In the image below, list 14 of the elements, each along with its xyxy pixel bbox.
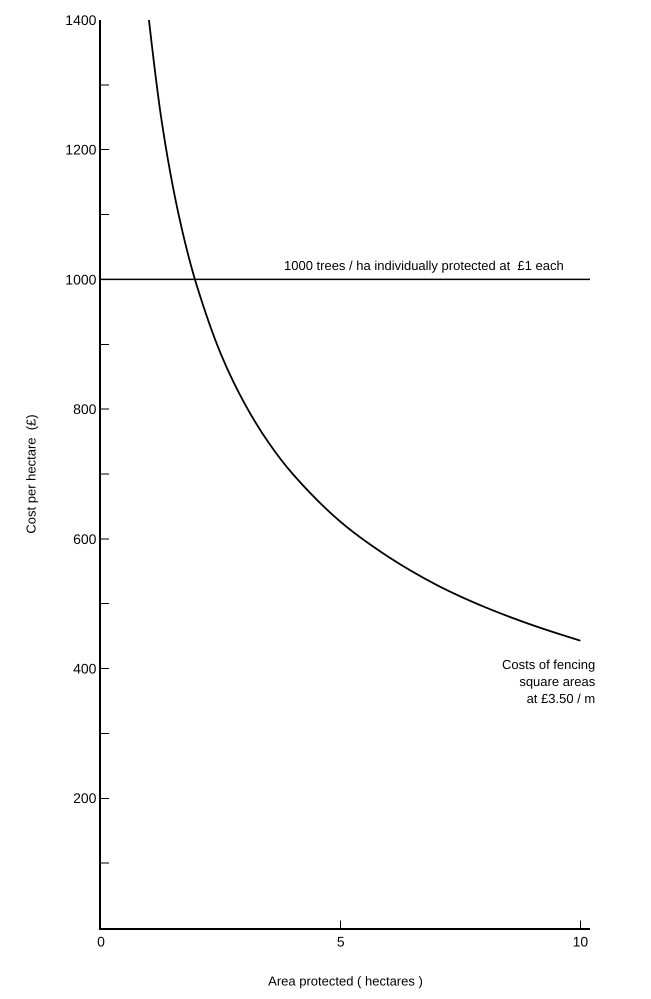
y-tick-label: 1400	[65, 12, 97, 28]
ref-line-label: 1000 trees / ha individually protected at £1 each	[284, 258, 564, 273]
x-tick-label: 0	[97, 934, 106, 950]
y-axis-title: Cost per hectare (£)	[24, 414, 39, 534]
x-tick-label: 5	[336, 934, 345, 950]
y-tick-label: 800	[73, 401, 97, 418]
x-axis-title: Area protected ( hectares )	[268, 974, 423, 989]
y-tick-label: 200	[73, 790, 97, 806]
y-tick-label: 600	[73, 530, 97, 547]
y-tick-label: 1000	[65, 271, 97, 288]
annotation: Costs of fencing square areas at £3.50 / m	[502, 657, 596, 706]
y-tick-label: 400	[73, 660, 97, 676]
x-tick-label: 10	[572, 934, 588, 950]
y-tick-label: 1200	[65, 142, 97, 158]
